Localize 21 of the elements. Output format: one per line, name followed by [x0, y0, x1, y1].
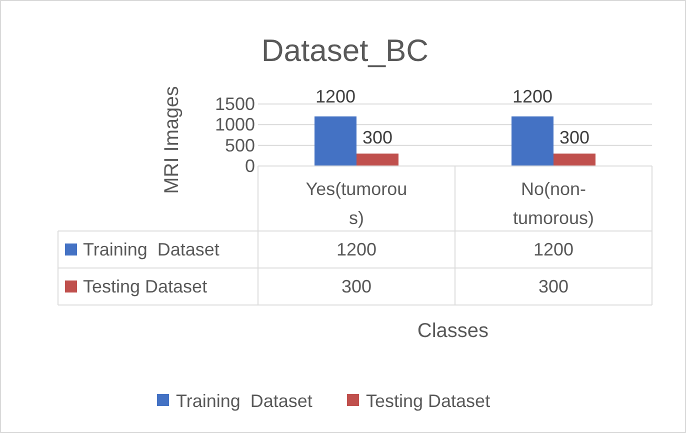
y-tick-label: 1000 — [214, 114, 255, 135]
text: Testing Dataset — [366, 391, 490, 411]
x-tick-label: No(non-tumorous) — [512, 179, 594, 228]
legend-label: Training Dataset — [83, 240, 220, 260]
y-tick-label: 500 — [224, 135, 255, 156]
legend-label: Testing Dataset — [83, 276, 208, 296]
y-tick-label: 0 — [244, 156, 255, 176]
x-axis-title: Classes — [417, 320, 489, 342]
text: Training Dataset — [176, 391, 312, 411]
chart-title: Dataset_BC — [261, 33, 429, 68]
y-axis-title: MRI Images — [161, 86, 183, 194]
text: 1200 — [336, 240, 377, 260]
data-label: 300 — [559, 128, 590, 148]
text: 1200 — [533, 240, 574, 260]
x-tick-label: Yes(tumorous) — [306, 179, 408, 228]
data-label: 300 — [362, 128, 393, 148]
data-label: 1200 — [512, 86, 553, 106]
y-tick-label: 1500 — [214, 94, 255, 114]
text: 300 — [341, 276, 372, 296]
data-label: 1200 — [315, 86, 356, 106]
text: 300 — [538, 276, 569, 296]
